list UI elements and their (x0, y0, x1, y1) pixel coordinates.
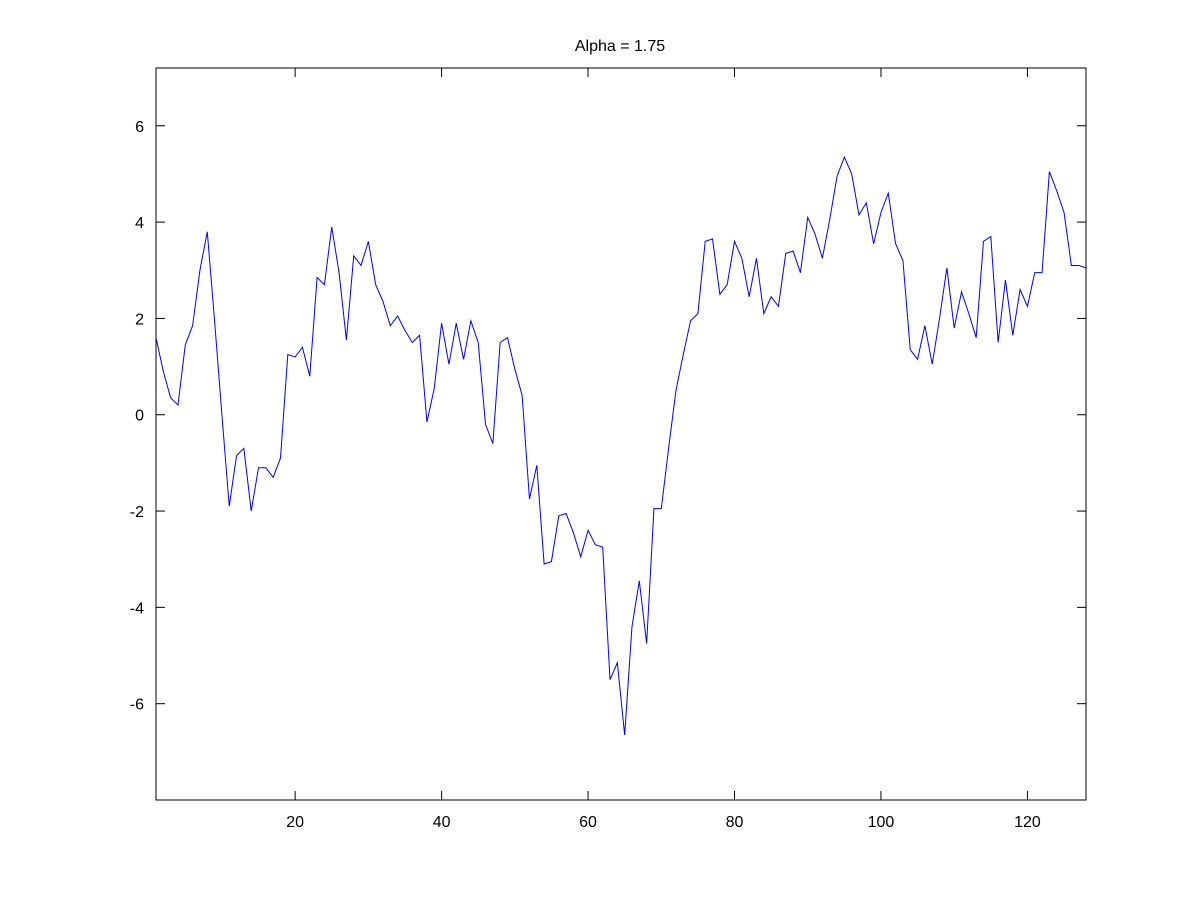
y-tick-label: -2 (130, 504, 144, 521)
x-tick-label: 20 (286, 814, 304, 831)
x-tick-label: 80 (726, 814, 744, 831)
x-tick-label: 100 (868, 814, 895, 831)
y-tick-label: 0 (135, 408, 144, 425)
x-tick-label: 60 (579, 814, 597, 831)
y-tick-label: -6 (130, 697, 144, 714)
y-tick-label: 2 (135, 311, 144, 328)
x-tick-label: 40 (433, 814, 451, 831)
plot-area: 20 40 60 80 100 120 -6 -4 -2 0 2 4 6 (130, 67, 1087, 831)
x-tick-label: 120 (1014, 814, 1041, 831)
y-tick-label: 4 (135, 215, 144, 232)
y-tick-label: 6 (135, 119, 144, 136)
y-tick-label: -4 (130, 600, 144, 617)
series-line (155, 155, 1087, 736)
chart-title: Alpha = 1.75 (575, 38, 665, 55)
axes-box (155, 67, 1087, 801)
